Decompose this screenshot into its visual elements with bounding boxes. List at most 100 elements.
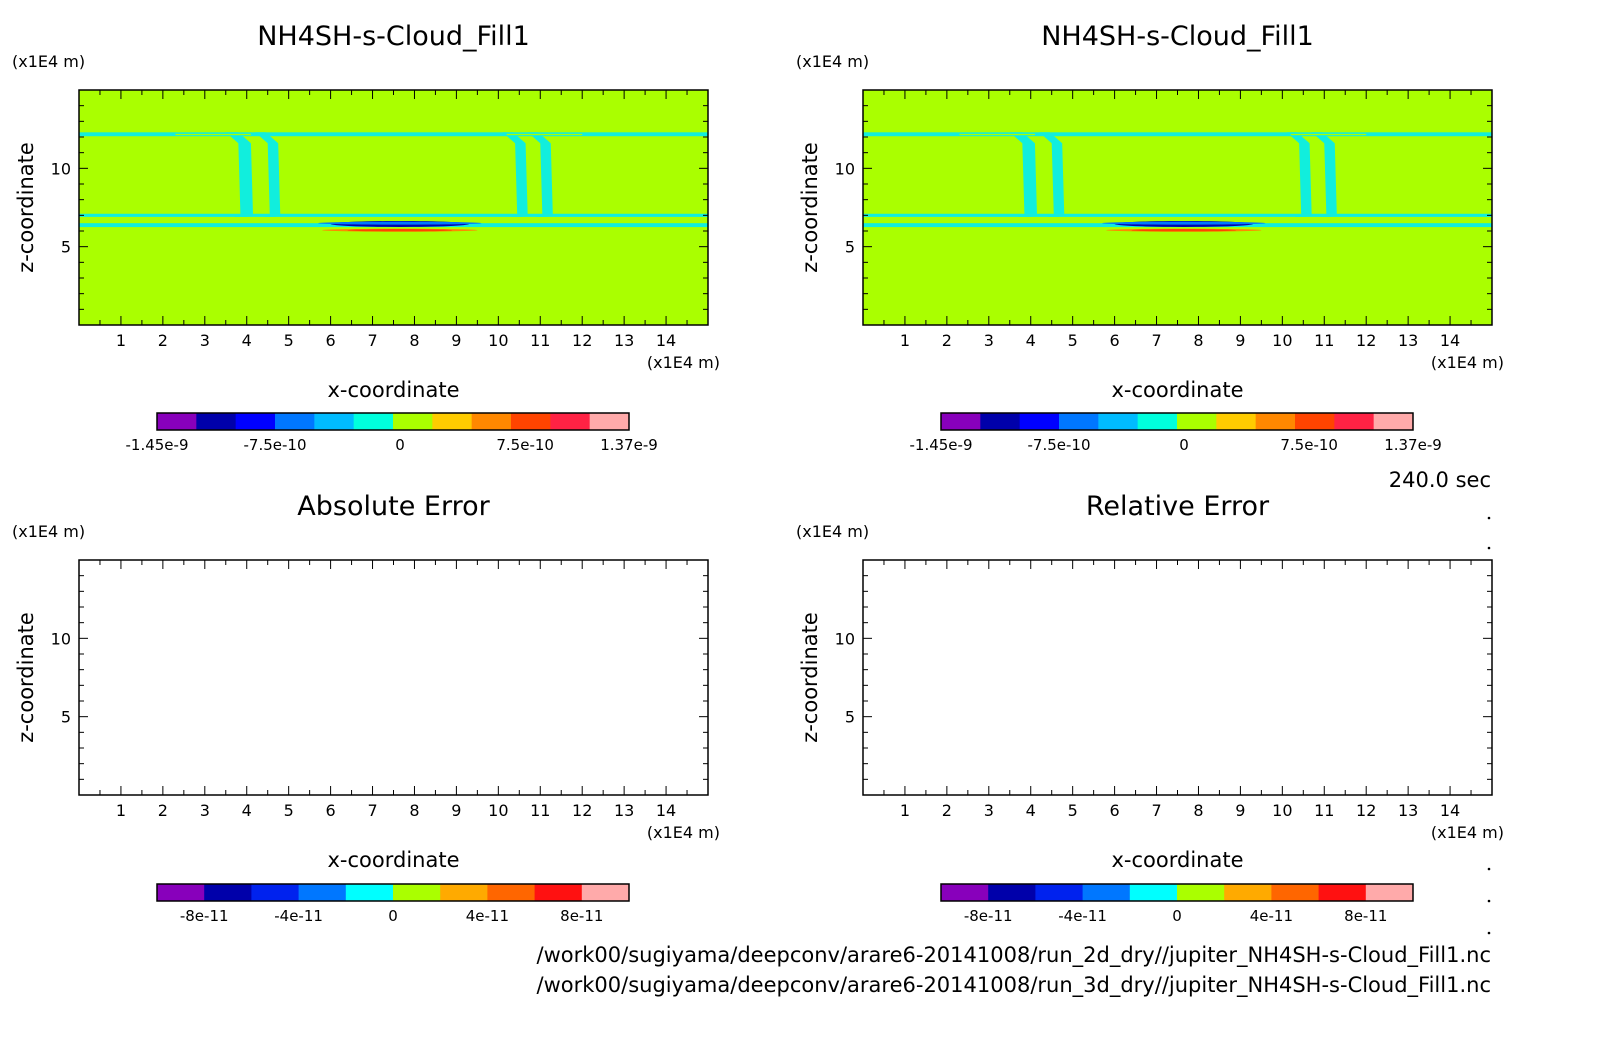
colorbar-label: 4e-11 (466, 907, 509, 925)
x-axis-label: x-coordinate (1111, 848, 1243, 872)
x-tick-label: 1 (900, 801, 910, 820)
colorbar-label: 7.5e-10 (1280, 436, 1338, 454)
x-tick-label: 11 (1314, 801, 1334, 820)
x-tick-label: 1 (116, 801, 126, 820)
colorbar-label: -8e-11 (180, 907, 229, 925)
cloud-gap-right (1290, 133, 1367, 136)
cloud-gap-right (506, 133, 583, 136)
x-tick-label: 7 (1151, 801, 1161, 820)
y-axis-unit: (x1E4 m) (796, 52, 869, 71)
x-tick-label: 1 (900, 331, 910, 350)
colorbar-swatch (235, 413, 276, 430)
x-tick-label: 7 (1151, 331, 1161, 350)
x-tick-label: 5 (1068, 801, 1078, 820)
colorbar-swatch (1059, 413, 1099, 430)
colorbar-label: -7.5e-10 (244, 436, 307, 454)
colorbar-swatch (393, 413, 433, 430)
colorbar-swatch (1035, 884, 1084, 901)
x-tick-label: 8 (409, 801, 419, 820)
anomaly-positive-core (1131, 229, 1237, 232)
x-tick-label: 4 (1026, 801, 1036, 820)
x-tick-label: 8 (1193, 801, 1203, 820)
x-tick-label: 14 (656, 331, 676, 350)
x-tick-label: 12 (572, 801, 592, 820)
colorbar-label: -7.5e-10 (1028, 436, 1091, 454)
colorbar-label: 7.5e-10 (496, 436, 554, 454)
colorbar-frame (156, 412, 630, 431)
colorbar-swatch (550, 413, 591, 430)
x-axis-label: x-coordinate (1111, 378, 1243, 402)
plot-area (79, 560, 708, 795)
marker-dot (1487, 546, 1491, 550)
x-tick-label: 3 (984, 801, 994, 820)
y-axis-label: z-coordinate (798, 612, 822, 743)
cloud-column-left-a (225, 132, 254, 217)
colorbar-swatch (157, 884, 205, 901)
colorbar-swatch (980, 413, 1021, 430)
colorbar-swatch (1365, 884, 1414, 901)
colorbar-swatch (275, 413, 315, 430)
colorbar-label: 8e-11 (560, 907, 603, 925)
x-tick-label: 13 (614, 801, 634, 820)
x-tick-label: 8 (1193, 331, 1203, 350)
colorbar: -1.45e-9 -7.5e-10 0 7.5e-10 1.37e-9 (126, 412, 658, 454)
y-tick-label: 5 (845, 238, 855, 257)
x-tick-label: 13 (614, 331, 634, 350)
x-tick-label: 9 (1235, 331, 1245, 350)
colorbar-swatch (440, 884, 488, 901)
colorbar-swatch (534, 884, 583, 901)
colorbar-swatch (581, 884, 630, 901)
marker-dot (1487, 931, 1491, 935)
y-tick-label: 5 (61, 238, 71, 257)
x-tick-label: 5 (284, 331, 294, 350)
cloud-layer-upper (863, 132, 1492, 137)
plot-title: NH4SH-s-Cloud_Fill1 (257, 21, 530, 52)
colorbar-label: 1.37e-9 (600, 436, 658, 454)
colorbar-label: 8e-11 (1344, 907, 1387, 925)
file-path-2: /work00/sugiyama/deepconv/arare6-2014100… (537, 973, 1491, 998)
panel-3: Absolute Error(x1E4 m)1 2 3 4 5 6 7 8 9 10 11 12 13 1… (12, 491, 720, 925)
colorbar-swatch (196, 413, 237, 430)
colorbar-swatch (157, 413, 197, 430)
y-axis-unit: (x1E4 m) (796, 522, 869, 541)
x-tick-label: 11 (530, 331, 550, 350)
y-tick-label: 5 (845, 708, 855, 727)
plot-title: NH4SH-s-Cloud_Fill1 (1041, 21, 1314, 52)
x-tick-label: 6 (326, 801, 336, 820)
colorbar-swatch (1271, 884, 1320, 901)
x-tick-label: 6 (1110, 801, 1120, 820)
plot-title: Absolute Error (297, 491, 490, 522)
cloud-layer-middle (79, 213, 708, 217)
colorbar-swatch (487, 884, 536, 901)
anomaly-positive-core (347, 229, 453, 232)
colorbar-swatch (1295, 413, 1335, 430)
colorbar-swatch (1216, 413, 1257, 430)
colorbar-frame (940, 412, 1414, 431)
cloud-column-right-a (1286, 132, 1312, 217)
x-tick-label: 5 (284, 801, 294, 820)
colorbar-frame (156, 883, 630, 902)
colorbar-swatch (298, 884, 347, 901)
y-axis-unit: (x1E4 m) (12, 522, 85, 541)
panel-4: Relative Error(x1E4 m)1 2 3 4 5 6 7 8 9 10 11 12 13 1… (796, 491, 1504, 925)
colorbar-swatch (988, 884, 1036, 901)
marker-dot (1487, 516, 1491, 520)
colorbar-label: -4e-11 (1058, 907, 1107, 925)
cloud-gap-left (175, 133, 251, 136)
plot-area (863, 90, 1492, 325)
colorbar-swatch (432, 413, 473, 430)
time-label: 240.0 sec (1389, 468, 1491, 492)
y-axis-label: z-coordinate (798, 142, 822, 273)
y-axis-unit: (x1E4 m) (12, 52, 85, 71)
cloud-column-right-a (502, 132, 528, 217)
x-tick-label: 4 (242, 331, 252, 350)
colorbar: -1.45e-9 -7.5e-10 0 7.5e-10 1.37e-9 (910, 412, 1442, 454)
colorbar-label: 1.37e-9 (1384, 436, 1442, 454)
y-tick-label: 10 (51, 159, 71, 178)
cloud-column-right-b (1311, 132, 1337, 217)
x-tick-label: 6 (1110, 331, 1120, 350)
x-tick-label: 6 (326, 331, 336, 350)
colorbar-swatch (1255, 413, 1296, 430)
y-tick-label: 10 (51, 629, 71, 648)
